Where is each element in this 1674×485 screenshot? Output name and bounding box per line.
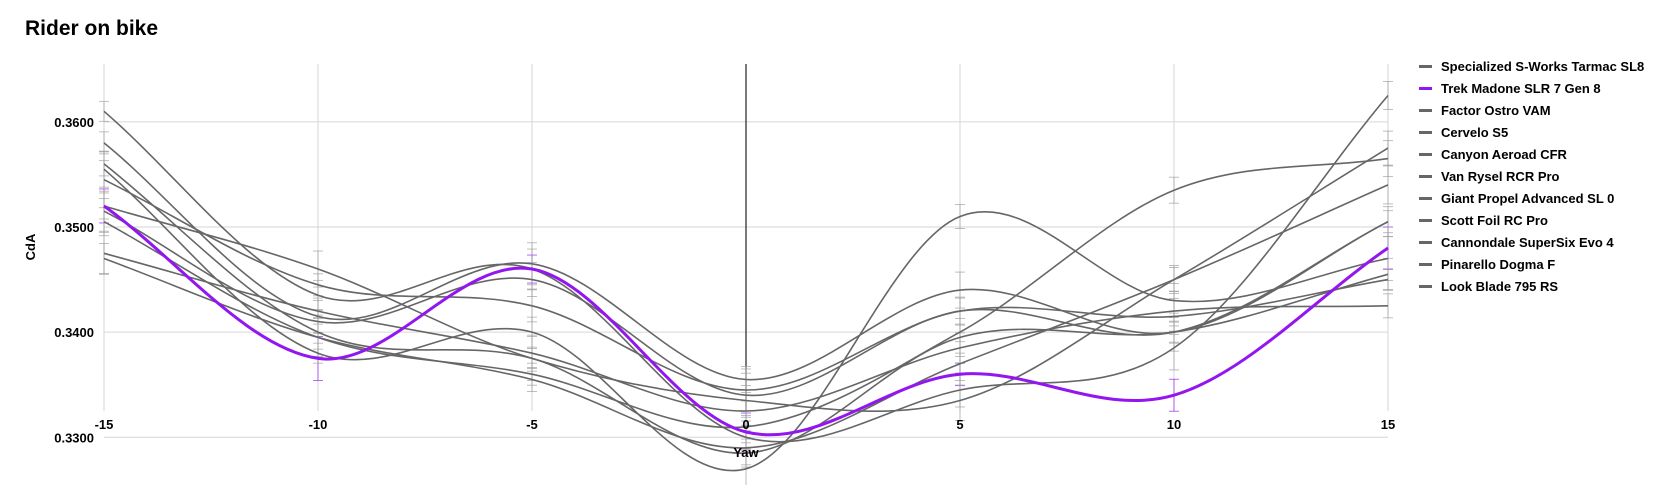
- legend: Specialized S-Works Tarmac SL8 Trek Madon…: [1419, 55, 1644, 297]
- x-tick-label: 0: [742, 417, 749, 432]
- legend-swatch: [1419, 240, 1432, 244]
- legend-item[interactable]: Specialized S-Works Tarmac SL8: [1419, 55, 1644, 77]
- legend-swatch: [1419, 152, 1432, 156]
- series-lines: [103, 94, 1389, 472]
- series-line-scott-foil-rc-pro: [103, 210, 1389, 397]
- y-tick-label: 0.3400: [54, 325, 94, 340]
- x-axis-title: Yaw: [733, 445, 759, 460]
- series-line-trek-madone-slr-7-gen-8: [103, 204, 1389, 437]
- legend-swatch: [1419, 284, 1432, 288]
- series-line-specialized-s-works-tarmac-sl8: [103, 94, 1389, 443]
- legend-label: Trek Madone SLR 7 Gen 8: [1441, 80, 1601, 96]
- legend-swatch: [1419, 174, 1432, 178]
- legend-label: Van Rysel RCR Pro: [1441, 168, 1560, 184]
- legend-item[interactable]: Van Rysel RCR Pro: [1419, 165, 1644, 187]
- series-line-pinarello-dogma-f: [103, 252, 1389, 412]
- line-chart: -15 -10 -5 0 5 10 15 0.3300 0.3400 0.3500 0.3600 Y…: [23, 64, 1395, 485]
- series-line-look-blade-795-rs: [103, 184, 1389, 449]
- legend-item[interactable]: Scott Foil RC Pro: [1419, 209, 1644, 231]
- legend-label: Cannondale SuperSix Evo 4: [1441, 234, 1614, 250]
- tick-labels: -15 -10 -5 0 5 10 15 0.3300 0.3400 0.3500 0.3600: [54, 115, 1395, 445]
- y-tick-label: 0.3300: [54, 430, 94, 445]
- legend-swatch: [1419, 64, 1432, 68]
- legend-swatch: [1419, 196, 1432, 200]
- x-tick-label: 5: [956, 417, 963, 432]
- legend-swatch: [1419, 218, 1432, 222]
- legend-swatch: [1419, 86, 1432, 90]
- x-tick-label: -10: [309, 417, 328, 432]
- legend-item[interactable]: Cannondale SuperSix Evo 4: [1419, 231, 1644, 253]
- series-line-cervelo-s5: [103, 168, 1389, 472]
- legend-item[interactable]: Giant Propel Advanced SL 0: [1419, 187, 1644, 209]
- legend-label: Specialized S-Works Tarmac SL8: [1441, 58, 1645, 74]
- legend-label: Canyon Aeroad CFR: [1441, 146, 1567, 162]
- legend-item[interactable]: Cervelo S5: [1419, 121, 1644, 143]
- legend-item[interactable]: Canyon Aeroad CFR: [1419, 143, 1644, 165]
- legend-label: Cervelo S5: [1441, 124, 1509, 140]
- x-tick-label: 15: [1381, 417, 1395, 432]
- legend-swatch: [1419, 262, 1432, 266]
- series-line-van-rysel-rcr-pro: [103, 178, 1389, 391]
- legend-item[interactable]: Trek Madone SLR 7 Gen 8: [1419, 77, 1644, 99]
- legend-label: Look Blade 795 RS: [1441, 278, 1559, 294]
- x-tick-label: 10: [1167, 417, 1181, 432]
- highlight-series: [103, 204, 1389, 437]
- y-axis-title: CdA: [23, 233, 38, 260]
- legend-swatch: [1419, 130, 1432, 134]
- chart-title: Rider on bike: [25, 17, 159, 40]
- legend-item[interactable]: Look Blade 795 RS: [1419, 275, 1644, 297]
- legend-swatch: [1419, 108, 1432, 112]
- legend-label: Scott Foil RC Pro: [1441, 212, 1548, 228]
- y-tick-label: 0.3500: [54, 220, 94, 235]
- y-tick-label: 0.3600: [54, 115, 94, 130]
- legend-item[interactable]: Pinarello Dogma F: [1419, 253, 1644, 275]
- legend-label: Factor Ostro VAM: [1441, 102, 1551, 118]
- legend-item[interactable]: Factor Ostro VAM: [1419, 99, 1644, 121]
- legend-label: Pinarello Dogma F: [1441, 256, 1556, 272]
- legend-label: Giant Propel Advanced SL 0: [1441, 190, 1615, 206]
- x-tick-label: -5: [526, 417, 538, 432]
- x-tick-label: -15: [95, 417, 114, 432]
